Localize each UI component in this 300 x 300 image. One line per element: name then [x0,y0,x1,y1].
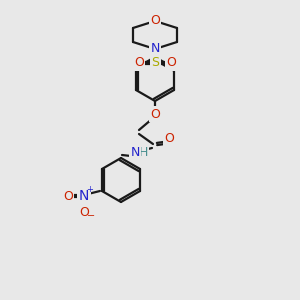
Text: −: − [87,211,95,221]
Text: O: O [79,206,89,218]
Text: O: O [164,131,174,145]
Text: S: S [151,56,159,70]
Text: O: O [63,190,73,202]
Text: +: + [86,185,93,194]
Text: O: O [150,14,160,28]
Text: N: N [130,146,140,158]
Text: H: H [138,146,148,158]
Text: O: O [150,107,160,121]
Text: N: N [79,189,89,203]
Text: O: O [166,56,176,70]
Text: N: N [150,43,160,56]
Text: O: O [134,56,144,70]
